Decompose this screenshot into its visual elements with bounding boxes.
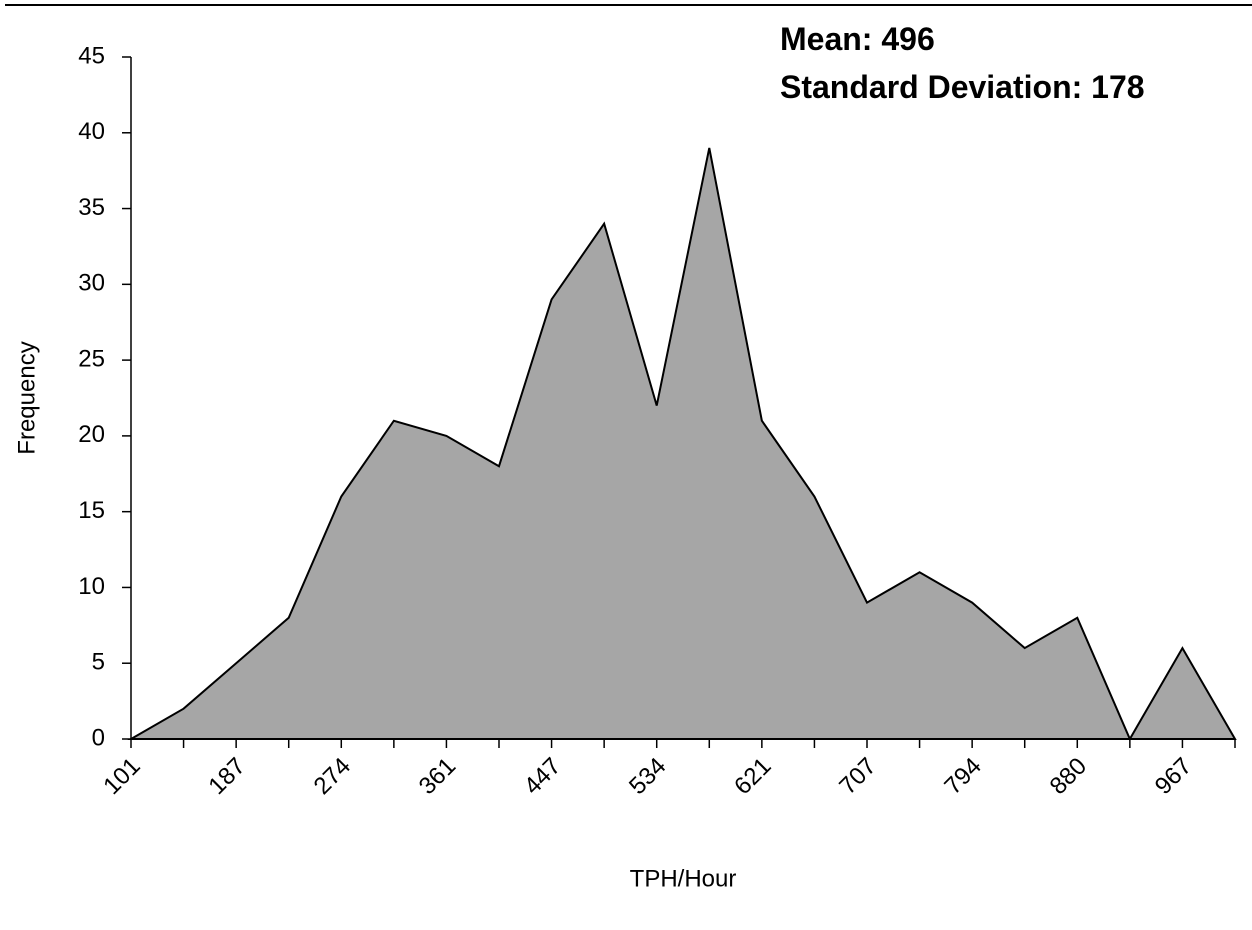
y-tick-label: 35 bbox=[78, 194, 105, 221]
x-tick-label: 187 bbox=[203, 753, 250, 800]
x-tick-label: 447 bbox=[519, 753, 566, 800]
x-axis-label: TPH/Hour bbox=[630, 865, 737, 892]
x-tick-label: 794 bbox=[939, 753, 986, 800]
x-tick-label: 967 bbox=[1150, 753, 1197, 800]
x-tick-label: 361 bbox=[414, 753, 461, 800]
annotation: Standard Deviation: 178 bbox=[780, 69, 1145, 105]
y-tick-label: 5 bbox=[92, 649, 105, 676]
x-tick-label: 534 bbox=[624, 753, 671, 800]
area bbox=[127, 147, 1237, 742]
y-tick-label: 45 bbox=[78, 42, 105, 69]
y-tick-label: 40 bbox=[78, 118, 105, 145]
x-tick-label: 707 bbox=[834, 753, 881, 800]
x-tick-label: 621 bbox=[729, 753, 776, 800]
annotation: Mean: 496 bbox=[780, 21, 935, 57]
y-tick-label: 30 bbox=[78, 270, 105, 297]
y-tick-label: 25 bbox=[78, 345, 105, 372]
y-tick-label: 15 bbox=[78, 497, 105, 524]
y-tick-label: 0 bbox=[92, 724, 105, 751]
y-axis-label: Frequency bbox=[13, 341, 40, 454]
x-tick-label: 880 bbox=[1045, 753, 1092, 800]
y-tick-label: 20 bbox=[78, 421, 105, 448]
x-tick-label: 274 bbox=[309, 753, 356, 800]
x-tick-label: 101 bbox=[98, 753, 145, 800]
y-tick-label: 10 bbox=[78, 573, 105, 600]
